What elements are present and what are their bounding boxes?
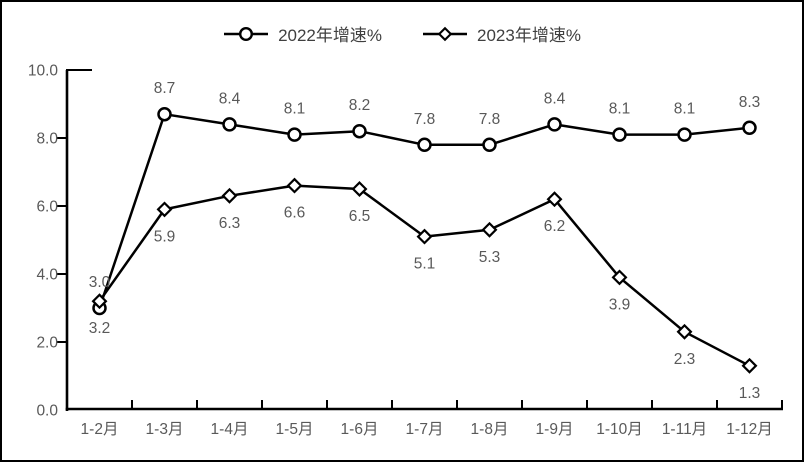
data-point-marker-diamond: [351, 181, 368, 197]
data-label: 1.3: [739, 385, 761, 402]
data-label: 8.7: [154, 80, 176, 97]
data-point-marker-circle: [222, 117, 237, 132]
data-point-marker-diamond: [286, 177, 303, 194]
y-axis: 0.0 2.0 4.0 6.0 8.0 10.0: [28, 63, 92, 420]
data-label: 2.3: [674, 351, 696, 368]
data-point-marker-diamond: [546, 191, 563, 208]
data-point-marker-circle: [677, 127, 692, 142]
data-point-marker-diamond: [91, 293, 108, 310]
data-label: 6.2: [544, 218, 566, 235]
x-axis-tick-label: 1-5月: [276, 421, 314, 438]
x-axis-tick-label: 1-10月: [596, 421, 643, 438]
y-axis-tick-label: 0.0: [36, 403, 58, 420]
data-label: 7.8: [414, 111, 436, 128]
legend-label-2022: 2022年增速%: [278, 26, 382, 45]
x-axis-tick-label: 1-2月: [81, 421, 119, 438]
data-label: 8.3: [739, 94, 761, 111]
data-point-marker-circle: [157, 106, 172, 122]
data-label: 3.2: [89, 320, 111, 337]
data-label: 5.9: [154, 228, 176, 245]
data-point-marker-diamond: [221, 187, 238, 204]
data-label: 3.9: [609, 296, 631, 313]
data-label: 8.1: [674, 101, 696, 118]
y-axis-tick-label: 6.0: [36, 199, 58, 216]
legend-item-2022: 2022年增速%: [223, 21, 382, 46]
y-axis-tick-label: 4.0: [36, 267, 58, 284]
diamond-series-marker-icon: [423, 26, 467, 41]
series-line: [98, 184, 751, 367]
data-point-marker-circle: [612, 127, 627, 142]
data-point-marker-diamond: [156, 201, 173, 218]
data-point-marker-circle: [547, 117, 562, 132]
data-label: 8.4: [219, 90, 241, 107]
data-label: 3.0: [89, 274, 111, 291]
data-label: 7.8: [479, 111, 501, 128]
data-label: 8.1: [609, 101, 631, 118]
legend-item-2023: 2023年增速%: [422, 21, 581, 46]
data-point-marker-circle: [482, 137, 497, 153]
x-axis-tick-label: 1-8月: [471, 421, 509, 438]
circle-series-marker-icon: [224, 26, 269, 41]
y-axis-tick-label: 2.0: [36, 335, 58, 352]
x-axis-tick-label: 1-4月: [211, 421, 249, 438]
data-label: 6.6: [284, 205, 306, 222]
data-label: 5.1: [414, 256, 436, 273]
data-point-marker-diamond: [676, 323, 693, 340]
x-axis: 1-2月 1-3月 1-4月 1-5月 1-6月 1-7月 1-8月 1-9月 1-10月 1-1…: [65, 400, 783, 438]
series-2023年增速%: 3.2 5.9 6.3 6.6 6.5 5.1 5.3 6.2 3.9 2.3 1.3: [89, 177, 761, 402]
x-axis-tick-label: 1-6月: [341, 421, 379, 438]
x-axis-tick-label: 1-12月: [726, 421, 773, 438]
x-axis-tick-label: 1-3月: [146, 421, 184, 438]
y-axis-tick-label: 8.0: [36, 131, 58, 148]
series-2022年增速%: 3.0 8.7 8.4 8.1 8.2 7.8 7.8 8.4 8.1 8.1 8.3: [89, 80, 761, 316]
data-point-marker-circle: [352, 123, 367, 139]
data-label: 6.5: [349, 208, 371, 225]
data-label: 5.3: [479, 249, 501, 266]
y-axis-tick-label: 10.0: [28, 63, 59, 80]
data-point-marker-circle: [417, 137, 432, 153]
data-point-marker-diamond: [741, 357, 758, 374]
x-axis-tick-label: 1-11月: [662, 421, 707, 438]
data-label: 8.2: [349, 97, 371, 114]
data-label: 8.4: [544, 90, 566, 107]
legend-label-2023: 2023年增速%: [477, 26, 581, 45]
data-point-marker-diamond: [416, 228, 433, 245]
data-point-marker-diamond: [611, 269, 628, 286]
data-point-marker-diamond: [481, 221, 498, 238]
x-axis-tick-label: 1-7月: [406, 421, 444, 438]
data-label: 8.1: [284, 101, 306, 118]
legend: 2022年增速% 2023年增速%: [2, 21, 802, 46]
data-point-marker-circle: [742, 120, 757, 136]
data-label: 6.3: [219, 215, 241, 232]
x-axis-tick-label: 1-9月: [536, 421, 574, 438]
data-point-marker-circle: [287, 127, 302, 142]
